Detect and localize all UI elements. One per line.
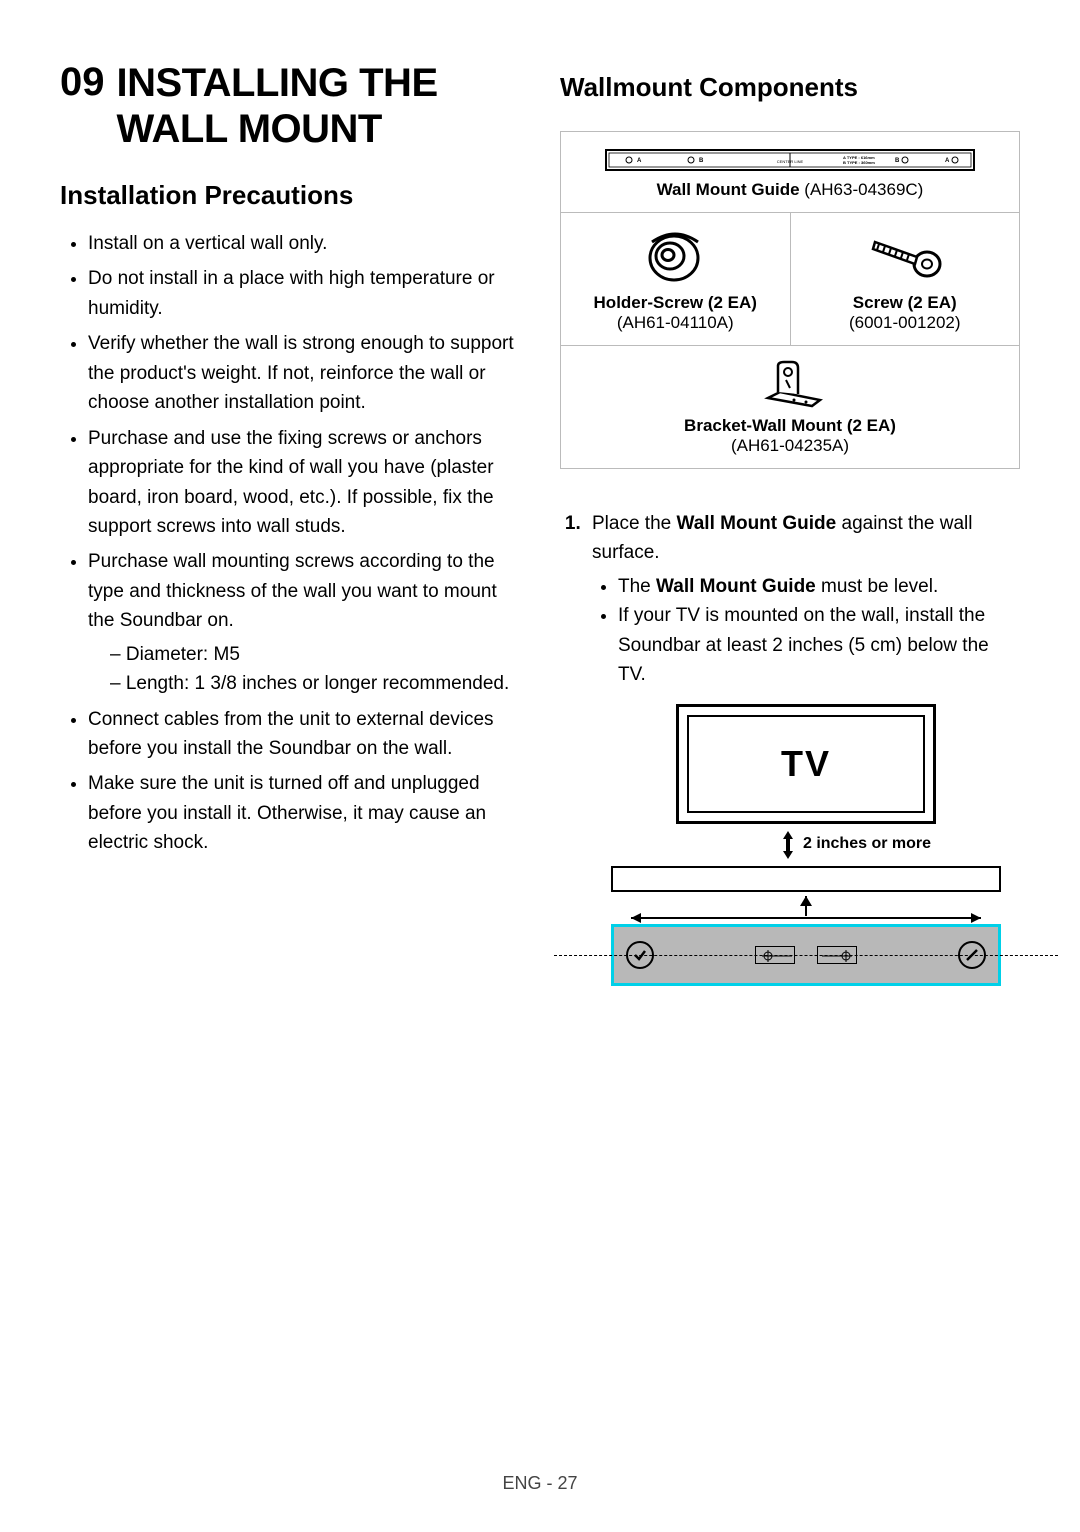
slot-icon [755,946,795,964]
step-1: Place the Wall Mount Guide against the w… [586,509,1020,986]
slot-icon [817,946,857,964]
components-heading: Wallmount Components [560,72,1020,103]
left-column: 09 INSTALLING THE WALL MOUNT Installatio… [60,60,520,986]
precautions-list: Install on a vertical wall only. Do not … [60,229,520,858]
component-cell-guide: A B CENTER LINE A TYPE : 616mm B TYPE : … [561,132,1019,213]
pointer-arrow-icon [611,894,1001,924]
svg-text:A: A [945,158,950,164]
list-item: Length: 1 3/8 inches or longer recommend… [110,669,520,698]
gap-label: 2 inches or more [803,832,931,857]
holder-screw-icon [569,227,782,287]
install-steps: Place the Wall Mount Guide against the w… [560,509,1020,986]
svg-text:B: B [895,158,900,164]
right-column: Wallmount Components A B CENTE [560,60,1020,986]
bracket-icon [569,360,1011,410]
list-item: Diameter: M5 [110,640,520,669]
svg-text:B: B [699,158,704,164]
list-item: Verify whether the wall is strong enough… [88,329,520,417]
precautions-heading: Installation Precautions [60,180,520,211]
svg-text:CENTER LINE: CENTER LINE [777,159,804,164]
screw-spec-list: Diameter: M5 Length: 1 3/8 inches or lon… [88,640,520,699]
svg-text:A: A [637,158,642,164]
list-item: Do not install in a place with high temp… [88,264,520,323]
guide-ruler-icon: A B CENTER LINE A TYPE : 616mm B TYPE : … [569,146,1011,174]
list-item: If your TV is mounted on the wall, insta… [618,601,1020,689]
component-cell-bracket: Bracket-Wall Mount (2 EA) (AH61-04235A) [561,346,1019,468]
page-footer: ENG - 27 [0,1473,1080,1494]
section-heading: INSTALLING THE WALL MOUNT [117,60,438,152]
components-table: A B CENTER LINE A TYPE : 616mm B TYPE : … [560,131,1020,469]
list-item: Install on a vertical wall only. [88,229,520,258]
list-item: Purchase and use the fixing screws or an… [88,424,520,542]
soundbar-icon [611,866,1001,892]
section-number: 09 [60,60,105,105]
list-item: Connect cables from the unit to external… [88,705,520,764]
list-item: Purchase wall mounting screws according … [88,547,520,698]
gap-arrow-icon [781,830,795,860]
tv-box: TV [676,704,936,824]
screw-icon [799,227,1012,287]
list-item: The Wall Mount Guide must be level. [618,572,1020,601]
component-cell-holder: Holder-Screw (2 EA) (AH61-04110A) [561,213,791,346]
list-item: Make sure the unit is turned off and unp… [88,769,520,857]
tv-gap-diagram: TV 2 inches or more [592,704,1020,986]
section-title: 09 INSTALLING THE WALL MOUNT [60,60,520,152]
svg-text:B TYPE : 360mm: B TYPE : 360mm [843,160,875,165]
component-cell-screw: Screw (2 EA) (6001-001202) [791,213,1020,346]
mount-guide-strip [611,924,1001,986]
